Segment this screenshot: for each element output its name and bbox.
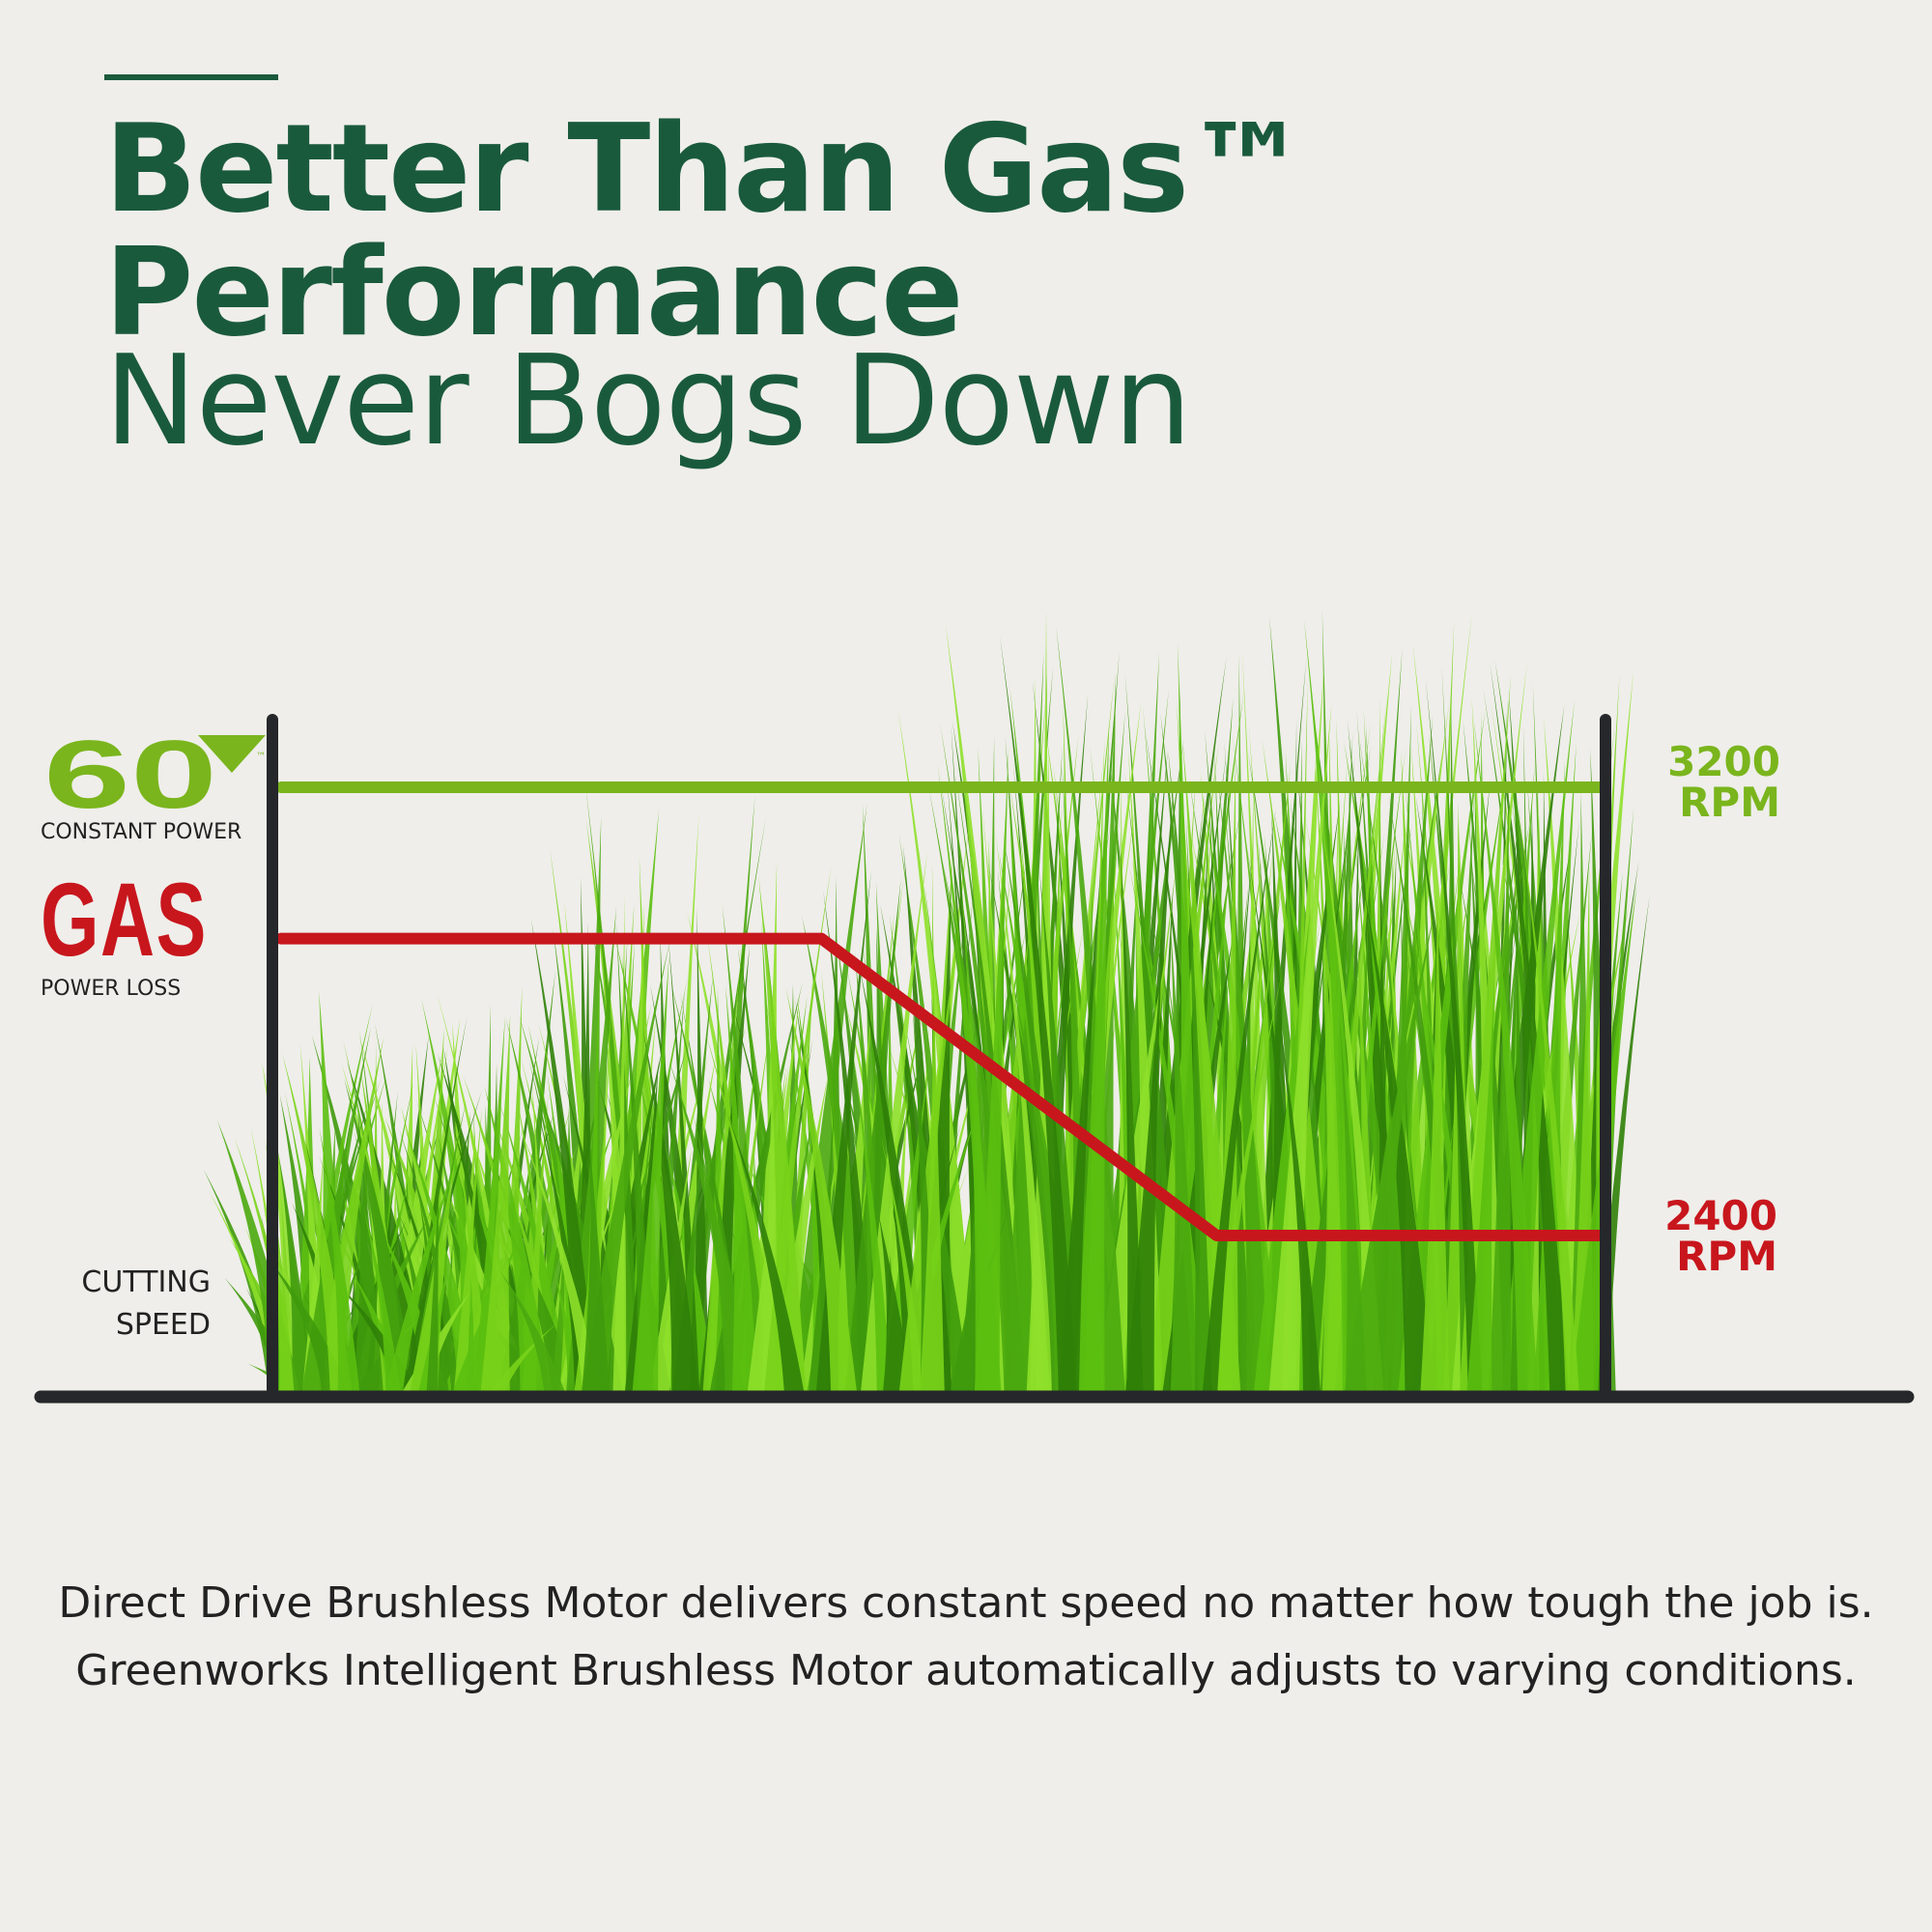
grass-blade bbox=[1119, 829, 1144, 1392]
grass-blade bbox=[942, 861, 1029, 1392]
grass-blade bbox=[1000, 636, 1077, 1392]
grass-blade bbox=[497, 1198, 533, 1392]
grass-blade bbox=[1344, 907, 1435, 1392]
grass-blade bbox=[1398, 707, 1486, 1392]
grass-blade bbox=[1268, 702, 1332, 1392]
60v-logo-icon: 60 ™ bbox=[43, 721, 266, 829]
gas-label: GAS bbox=[41, 861, 208, 978]
grass-blade bbox=[453, 1107, 483, 1392]
grass-blade bbox=[852, 1048, 893, 1392]
grass-blade bbox=[480, 1013, 511, 1392]
grass-blade bbox=[362, 1204, 401, 1392]
power-loss-label: POWER LOSS bbox=[41, 977, 182, 1001]
svg-text:™: ™ bbox=[256, 752, 266, 762]
grass-blade bbox=[1202, 789, 1282, 1392]
description-text: Direct Drive Brushless Motor delivers co… bbox=[58, 1578, 1874, 1695]
rpm-2400-label: 2400 RPM bbox=[1652, 1196, 1777, 1277]
rpm-value: 3200 bbox=[1667, 738, 1780, 785]
grass-blade bbox=[788, 802, 867, 1392]
subheadline: Never Bogs Down bbox=[104, 329, 1192, 473]
grass-illustration bbox=[203, 610, 1650, 1392]
grass-blade bbox=[1004, 652, 1044, 1392]
grass-blade bbox=[897, 708, 978, 1392]
grass-blade bbox=[758, 876, 807, 1392]
grass-blade bbox=[1425, 678, 1483, 1392]
grass-blade bbox=[1125, 948, 1162, 1392]
grass-blade bbox=[282, 1053, 353, 1392]
headline-line1: Better Than Gas™ bbox=[104, 98, 1309, 240]
grass-blade bbox=[1083, 821, 1104, 1392]
grass-blade bbox=[1320, 805, 1384, 1392]
grass-blade bbox=[995, 830, 1050, 1392]
grass-blade bbox=[1490, 663, 1569, 1392]
grass-blade bbox=[898, 928, 959, 1392]
grass-blade bbox=[1459, 672, 1512, 1392]
grass-blade bbox=[277, 1149, 314, 1392]
grass-blade bbox=[301, 1026, 372, 1392]
grass-blade bbox=[747, 996, 800, 1392]
grass-blade bbox=[722, 904, 766, 1392]
grass-blade bbox=[384, 1141, 465, 1392]
grass-blade bbox=[702, 945, 743, 1392]
logo-60: 60 bbox=[43, 721, 217, 829]
grass-blade bbox=[520, 1127, 601, 1392]
grass-blade bbox=[844, 878, 901, 1392]
grass-blade bbox=[785, 986, 857, 1392]
grass-blade bbox=[1253, 908, 1311, 1392]
grass-blade bbox=[1170, 919, 1199, 1392]
grass-blade bbox=[1321, 729, 1347, 1392]
grass-blade bbox=[1375, 942, 1410, 1392]
grass-blade bbox=[694, 1115, 745, 1392]
y-axis-label-line1: CUTTING bbox=[81, 1265, 211, 1299]
grass-blade bbox=[1202, 807, 1277, 1392]
grass-blade bbox=[724, 984, 758, 1392]
rpm-unit: RPM bbox=[1679, 779, 1780, 826]
grass-blade bbox=[582, 943, 669, 1392]
grass-blade bbox=[1124, 672, 1171, 1392]
grass-blade bbox=[1466, 974, 1495, 1392]
rpm-value: 2400 bbox=[1664, 1192, 1777, 1239]
grass-blade bbox=[726, 1111, 805, 1392]
grass-blade bbox=[1472, 715, 1539, 1392]
y-axis-label: CUTTING SPEED bbox=[39, 1262, 211, 1347]
grass-blade bbox=[668, 1060, 755, 1392]
grass-blade bbox=[1339, 1015, 1367, 1392]
grass-blade bbox=[1275, 988, 1321, 1392]
headline-line2: Performance bbox=[104, 221, 964, 363]
grass-blade bbox=[632, 955, 669, 1392]
title-rule bbox=[104, 74, 278, 80]
constant-power-label: CONSTANT POWER bbox=[41, 820, 242, 844]
grass-blade bbox=[408, 1016, 468, 1392]
grass-blade bbox=[530, 918, 597, 1392]
grass-blade bbox=[490, 1321, 558, 1392]
y-axis-label-line2: SPEED bbox=[115, 1308, 211, 1342]
rpm-3200-label: 3200 RPM bbox=[1655, 742, 1780, 823]
rpm-unit: RPM bbox=[1676, 1233, 1777, 1280]
grass-blade bbox=[974, 748, 1009, 1392]
grass-blade bbox=[920, 978, 945, 1392]
grass-blade bbox=[499, 1270, 565, 1392]
grass-blade bbox=[1225, 815, 1270, 1392]
gas-speed-line bbox=[275, 932, 1605, 1241]
grass-blade bbox=[582, 1140, 611, 1392]
grass-blade bbox=[319, 1126, 360, 1392]
grass-blade bbox=[1099, 690, 1169, 1392]
grass-blade bbox=[1420, 885, 1450, 1392]
grass-blade bbox=[1516, 792, 1579, 1392]
grass-blade bbox=[426, 1166, 440, 1392]
grass-blade bbox=[612, 894, 625, 1392]
grass-blade bbox=[1185, 814, 1212, 1392]
